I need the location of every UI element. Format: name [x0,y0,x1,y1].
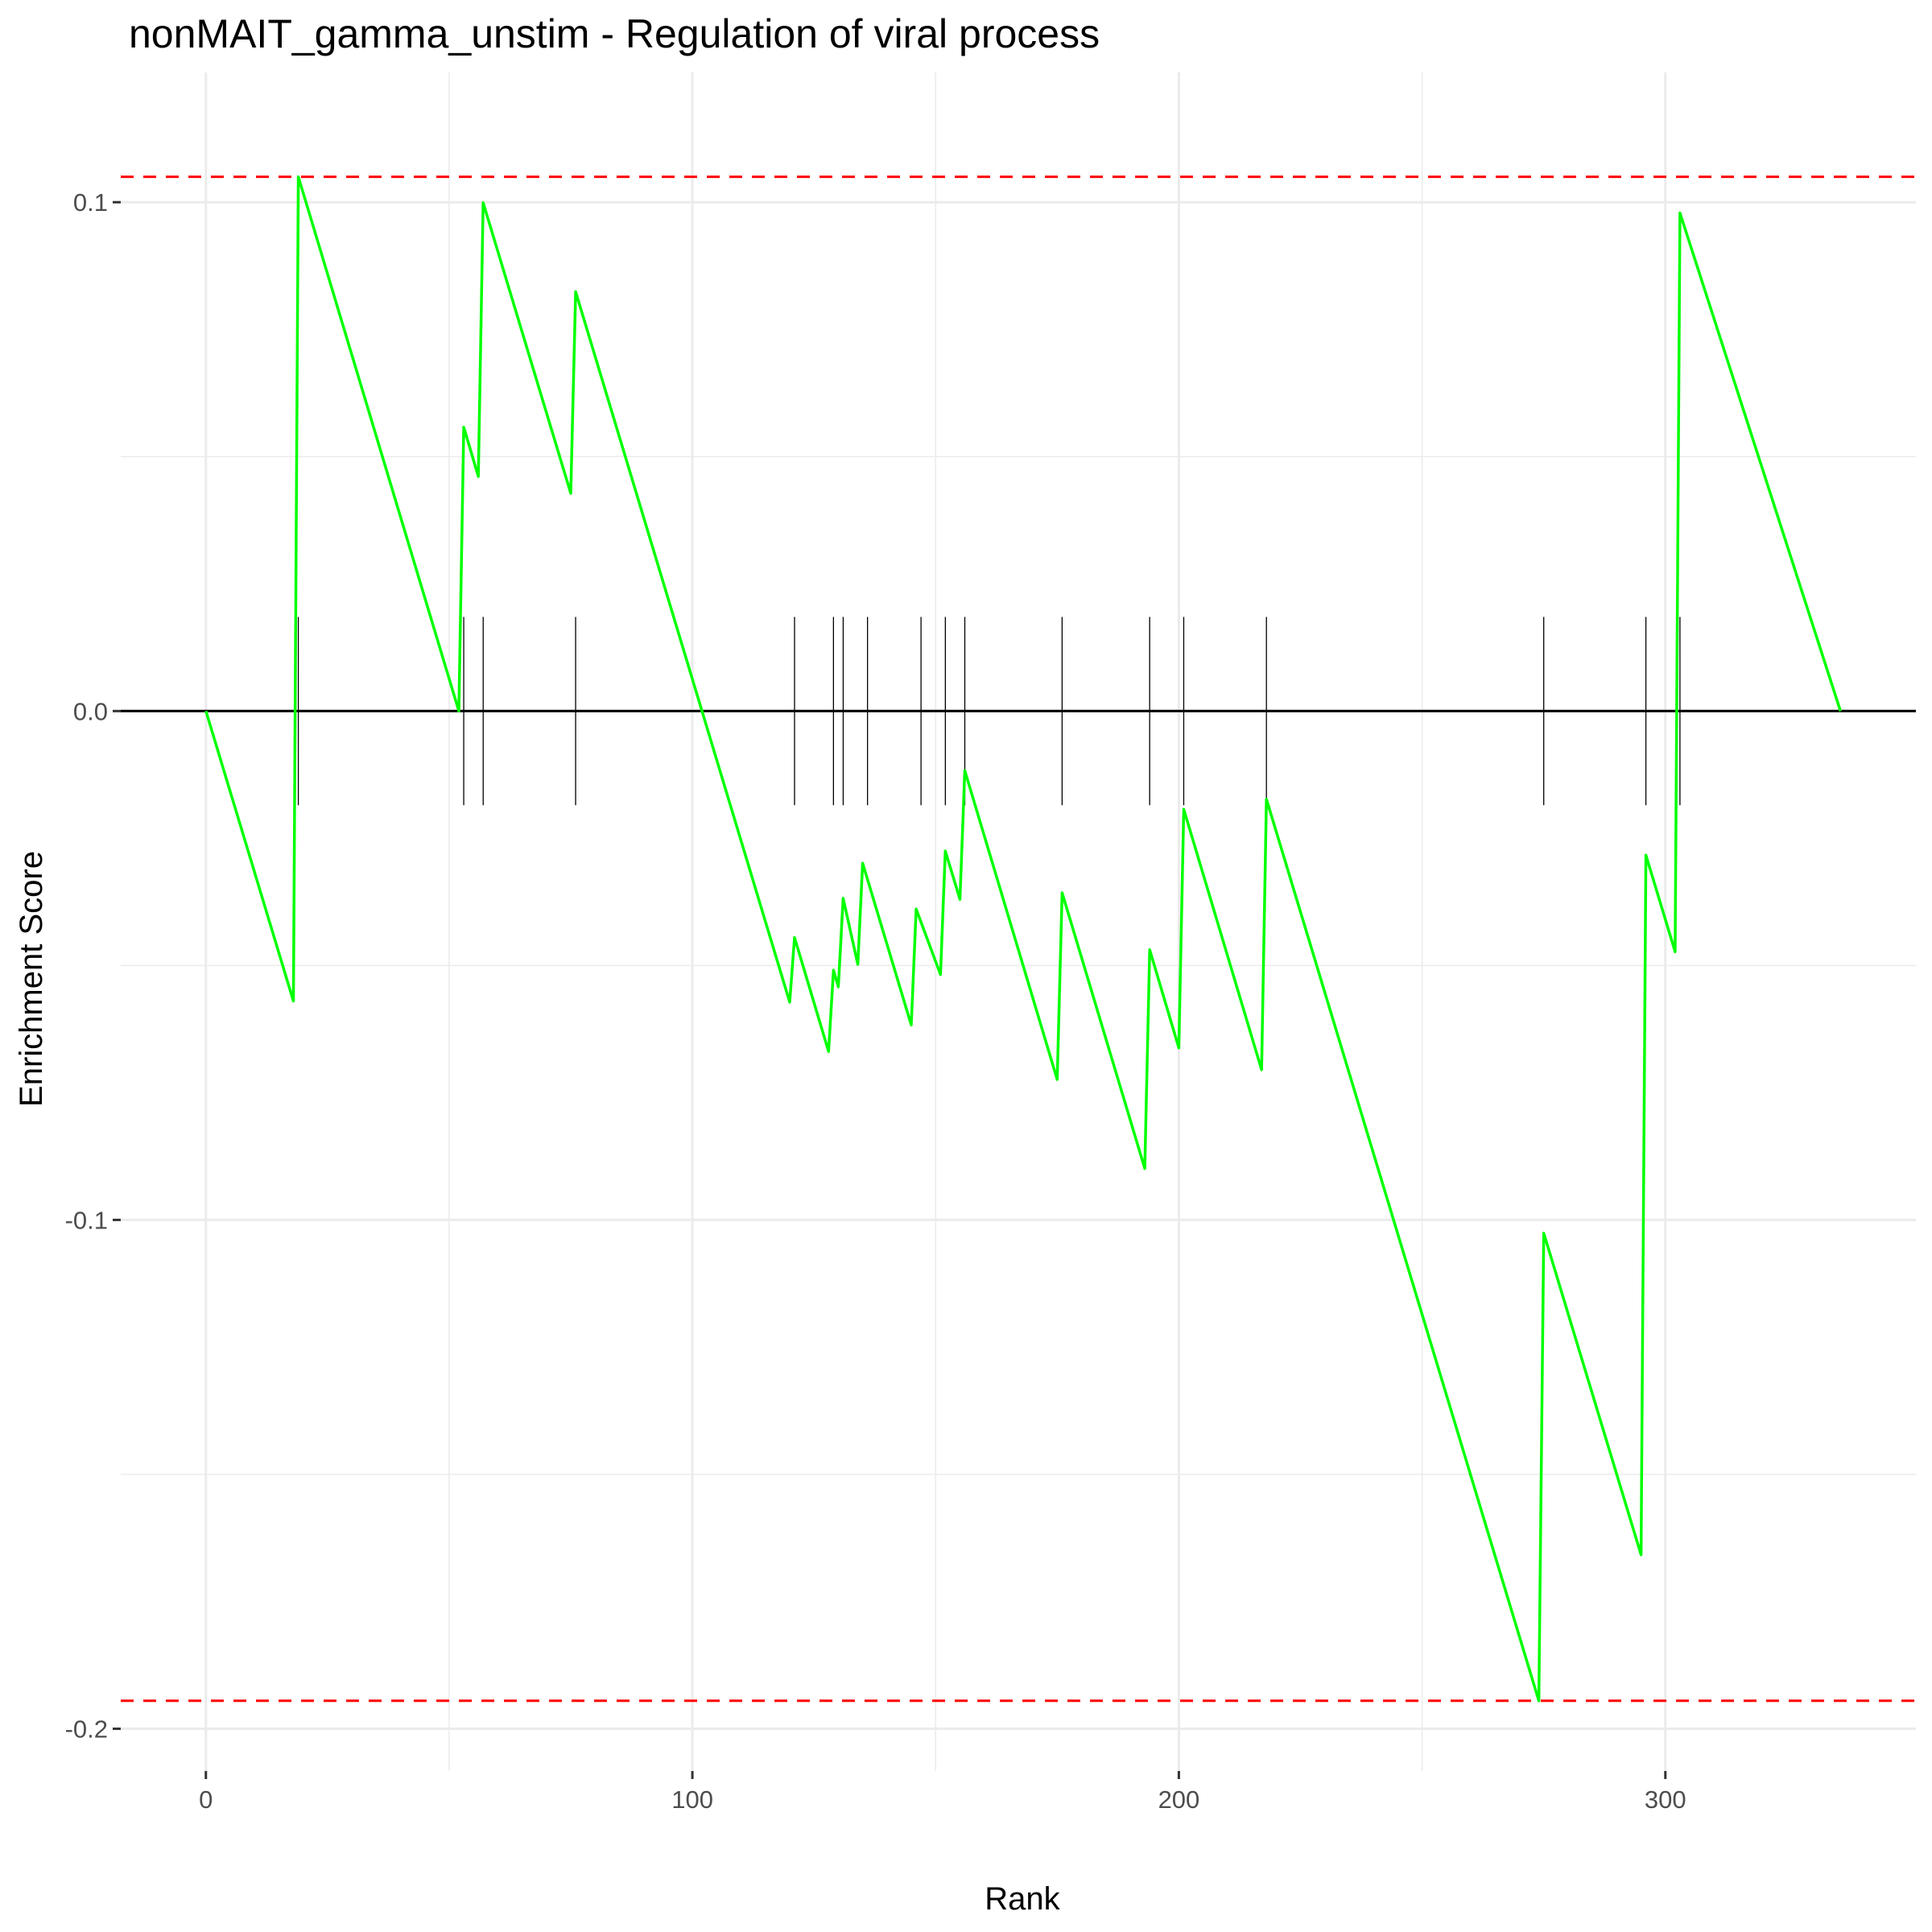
y-tick-label: -0.1 [65,1206,108,1234]
x-tick-label: 300 [1645,1785,1686,1814]
y-tick-label: -0.2 [65,1715,108,1744]
enrichment-score-line [204,175,1842,1703]
x-tick-label: 0 [199,1785,213,1814]
y-axis-title: Enrichment Score [14,851,49,1107]
chart-title: nonMAIT_gamma_unstim - Regulation of vir… [129,11,1100,56]
x-tick-label: 100 [671,1785,713,1814]
axes: 0 100 200 300 0.1 0.0 -0.1 -0.2 [65,188,1686,1814]
x-axis-title: Rank [985,1881,1060,1917]
y-tick-label: 0.0 [73,697,108,725]
y-tick-label: 0.1 [73,188,108,217]
x-tick-label: 200 [1158,1785,1200,1814]
plot-lines [121,175,1916,1703]
